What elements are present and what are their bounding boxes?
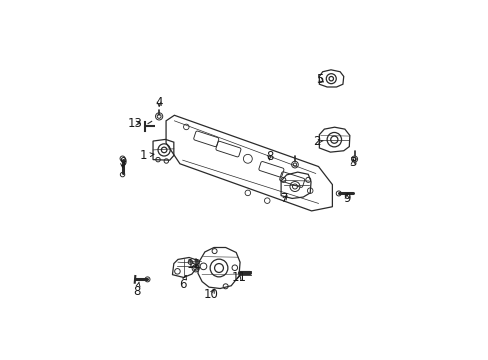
Text: 4: 4 [155, 96, 163, 109]
Text: 10: 10 [203, 288, 218, 301]
Text: 7: 7 [280, 193, 287, 206]
Text: 3: 3 [349, 156, 356, 169]
Text: 6: 6 [179, 275, 186, 291]
Text: 5: 5 [316, 73, 323, 86]
Text: 9: 9 [343, 193, 350, 206]
Text: 8: 8 [133, 282, 141, 298]
Text: 11: 11 [231, 271, 246, 284]
Text: 2: 2 [312, 135, 323, 148]
Text: 9: 9 [119, 156, 126, 169]
Text: 13: 13 [127, 117, 142, 130]
Text: 12: 12 [186, 258, 201, 271]
Text: 8: 8 [265, 150, 273, 163]
Text: 1: 1 [140, 149, 154, 162]
